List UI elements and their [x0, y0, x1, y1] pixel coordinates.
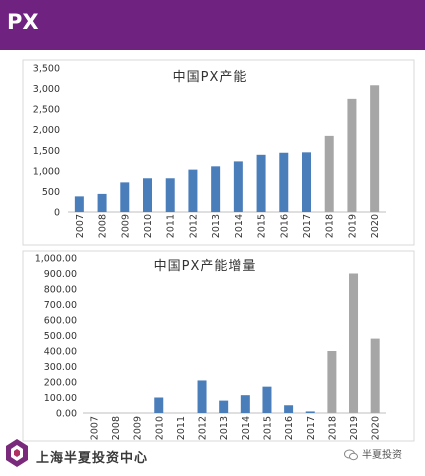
y-tick-label: 800.00 — [44, 285, 77, 296]
x-tick-label: 2019 — [349, 416, 360, 440]
x-tick-label: 2020 — [371, 416, 382, 440]
x-tick-label: 2010 — [154, 416, 165, 440]
x-tick-label: 2013 — [211, 214, 222, 238]
bar-2008 — [97, 193, 107, 212]
bar-2016 — [284, 405, 294, 413]
chart-1: 中国PX产能 0 500 1,000 1,500 2,000 2,500 3,000 3,500… — [22, 59, 415, 246]
bar-2014 — [233, 161, 243, 212]
x-tick-label: 2015 — [257, 214, 268, 238]
y-tick-label: 700.00 — [44, 300, 77, 311]
y-tick-label: 0.00 — [56, 409, 77, 420]
y-tick-label: 2,000 — [33, 125, 60, 136]
bar-2020 — [370, 338, 380, 413]
company-name: 上海半夏投资中心 — [36, 451, 149, 466]
bar-2011 — [165, 178, 175, 212]
x-tick-label: 2011 — [166, 214, 177, 238]
y-tick-label: 1,500 — [33, 146, 60, 157]
bar-2009 — [120, 182, 130, 212]
company-logo-icon — [6, 439, 28, 467]
x-tick-label: 2009 — [120, 214, 131, 238]
y-tick-label: 200.00 — [44, 378, 77, 389]
y-tick-label: 3,000 — [33, 84, 60, 95]
chart-2: 中国PX产能增量 0.00 100.00 200.00 300.00 400.00 500.… — [22, 250, 415, 442]
y-tick-label: 1,000 — [33, 166, 60, 177]
x-tick-label: 2009 — [133, 416, 144, 440]
bar-2010 — [143, 178, 152, 212]
wechat-badge: 半夏投资 — [344, 446, 402, 461]
x-tick-label: 2014 — [234, 214, 245, 238]
y-tick-label: 500 — [42, 187, 60, 198]
x-tick-label: 2019 — [347, 214, 358, 238]
x-tick-label: 2015 — [262, 416, 273, 440]
x-tick-label: 2020 — [370, 214, 381, 238]
x-tick-label: 2008 — [111, 416, 122, 440]
bar-2010 — [154, 397, 164, 413]
bar-2016 — [279, 152, 289, 212]
wechat-icon — [344, 449, 358, 461]
page-title: PX — [7, 10, 39, 34]
y-tick-label: 300.00 — [44, 362, 77, 373]
y-tick-label: 500.00 — [44, 331, 77, 342]
x-tick-label: 2007 — [75, 214, 86, 238]
x-tick-label: 2018 — [327, 416, 338, 440]
y-tick-label: 0 — [54, 208, 60, 219]
bar-2017 — [302, 152, 311, 212]
x-tick-label: 2016 — [284, 416, 295, 440]
bar-2019 — [349, 273, 359, 413]
bar-2013 — [211, 166, 221, 212]
bar-2018 — [324, 135, 334, 212]
x-tick-label: 2017 — [306, 416, 317, 440]
x-tick-label: 2018 — [325, 214, 336, 238]
x-tick-label: 2012 — [198, 416, 209, 440]
y-tick-label: 100.00 — [44, 393, 77, 404]
x-tick-label: 2008 — [98, 214, 109, 238]
y-tick-label: 400.00 — [44, 347, 77, 358]
y-tick-label: 1,000.00 — [35, 254, 77, 265]
bar-2018 — [327, 351, 337, 413]
wechat-account-name: 半夏投资 — [362, 450, 402, 461]
bar-2020 — [370, 85, 380, 212]
y-tick-label: 2,500 — [33, 105, 60, 116]
x-tick-label: 2007 — [89, 416, 100, 440]
bar-2012 — [197, 380, 207, 413]
bar-2015 — [262, 386, 272, 413]
bar-2013 — [219, 400, 229, 413]
bar-2017 — [305, 411, 315, 413]
y-tick-label: 3,500 — [33, 64, 60, 75]
x-tick-label: 2017 — [302, 214, 313, 238]
x-tick-label: 2016 — [279, 214, 290, 238]
bar-2007 — [74, 196, 84, 212]
chart-frame — [22, 250, 415, 442]
y-tick-label: 900.00 — [44, 269, 77, 280]
chart-title: 中国PX产能 — [173, 70, 248, 85]
x-tick-label: 2014 — [241, 416, 252, 440]
bar-2012 — [188, 169, 198, 212]
bar-2015 — [256, 154, 266, 212]
x-tick-label: 2010 — [143, 214, 154, 238]
bar-2019 — [347, 98, 357, 212]
bar-2014 — [240, 395, 250, 413]
x-tick-label: 2013 — [219, 416, 230, 440]
x-tick-label: 2011 — [176, 416, 187, 440]
chart-title: 中国PX产能增量 — [154, 259, 257, 274]
x-tick-label: 2012 — [188, 214, 199, 238]
header-banner: PX — [0, 0, 425, 50]
y-tick-label: 600.00 — [44, 316, 77, 327]
